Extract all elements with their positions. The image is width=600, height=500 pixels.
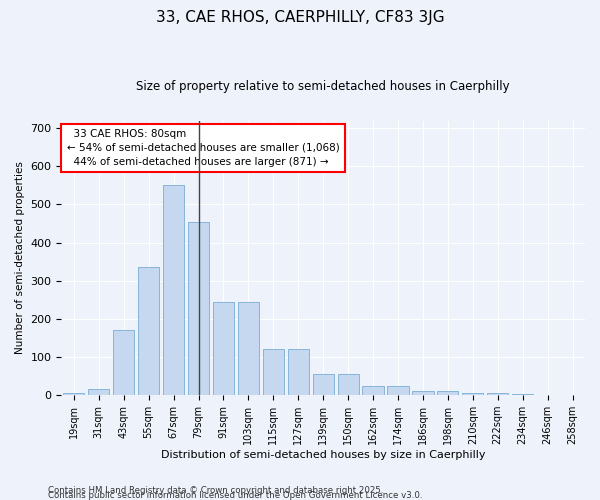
Text: 33 CAE RHOS: 80sqm
← 54% of semi-detached houses are smaller (1,068)
  44% of se: 33 CAE RHOS: 80sqm ← 54% of semi-detache… xyxy=(67,129,340,167)
Bar xyxy=(512,394,533,395)
Bar xyxy=(138,268,159,395)
Y-axis label: Number of semi-detached properties: Number of semi-detached properties xyxy=(15,162,25,354)
Bar xyxy=(287,350,309,395)
Bar xyxy=(188,222,209,395)
Bar xyxy=(313,374,334,395)
Bar xyxy=(163,186,184,395)
Bar xyxy=(88,390,109,395)
Bar xyxy=(412,392,434,395)
Bar xyxy=(388,386,409,395)
Bar xyxy=(63,394,85,395)
X-axis label: Distribution of semi-detached houses by size in Caerphilly: Distribution of semi-detached houses by … xyxy=(161,450,485,460)
Title: Size of property relative to semi-detached houses in Caerphilly: Size of property relative to semi-detach… xyxy=(136,80,510,93)
Bar xyxy=(362,386,383,395)
Text: 33, CAE RHOS, CAERPHILLY, CF83 3JG: 33, CAE RHOS, CAERPHILLY, CF83 3JG xyxy=(155,10,445,25)
Text: Contains HM Land Registry data © Crown copyright and database right 2025.: Contains HM Land Registry data © Crown c… xyxy=(48,486,383,495)
Bar xyxy=(462,392,484,395)
Bar xyxy=(437,392,458,395)
Bar xyxy=(338,374,359,395)
Bar xyxy=(238,302,259,395)
Bar xyxy=(113,330,134,395)
Bar xyxy=(263,350,284,395)
Bar xyxy=(213,302,234,395)
Bar xyxy=(487,392,508,395)
Text: Contains public sector information licensed under the Open Government Licence v3: Contains public sector information licen… xyxy=(48,491,422,500)
